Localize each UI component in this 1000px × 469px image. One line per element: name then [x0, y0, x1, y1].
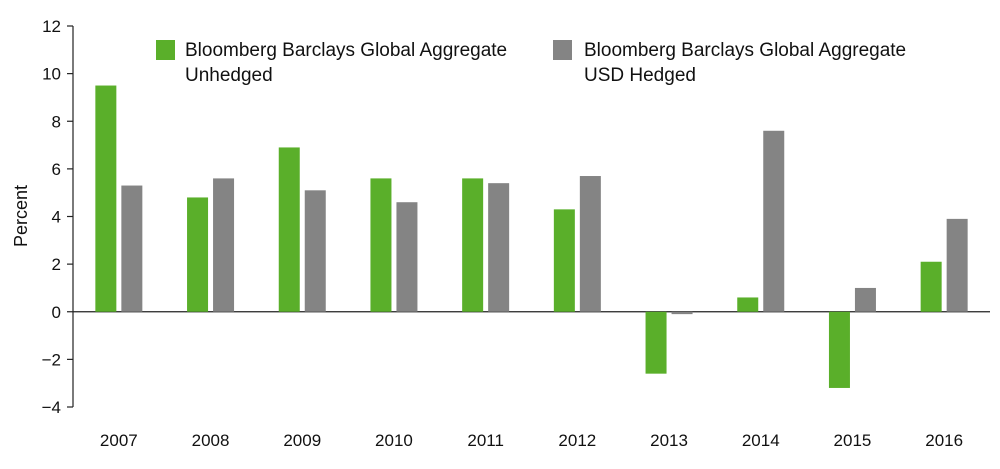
legend-swatch-series-1	[156, 40, 175, 60]
legend-swatch-series-2	[553, 40, 572, 60]
y-tick-label: 10	[42, 65, 61, 84]
x-axis: 2007 2008 2009 2010 2011 2012 2013 2014 2015 2016	[73, 311, 990, 450]
y-tick-label: 12	[42, 17, 61, 36]
bar-2009-series-2	[304, 190, 326, 312]
bar-2011-series-2	[488, 183, 510, 312]
y-tick-label: 2	[52, 255, 61, 274]
y-axis: −4 −2 0 2 4 6 8 10 12	[42, 17, 74, 417]
legend-label-series-2: Bloomberg Barclays Global Aggregate USD H…	[584, 40, 906, 86]
bar-2012-series-2	[579, 176, 601, 312]
x-tick-label: 2015	[834, 431, 872, 450]
y-tick-label: −2	[42, 350, 61, 369]
x-tick-label: 2011	[467, 431, 504, 450]
bar-2007-series-1	[95, 85, 117, 312]
y-tick-label: −4	[42, 398, 61, 417]
x-tick-label: 2010	[375, 431, 413, 450]
y-tick-label: 8	[52, 112, 61, 131]
y-tick-label: 0	[52, 303, 61, 322]
bar-2016-series-2	[946, 218, 968, 312]
x-tick-label: 2013	[650, 431, 688, 450]
bars	[95, 85, 968, 388]
x-tick-label: 2009	[283, 431, 321, 450]
y-tick-label: 4	[52, 208, 61, 227]
x-tick-label: 2007	[100, 431, 138, 450]
bar-2015-series-2	[854, 287, 876, 312]
bar-2010-series-2	[396, 202, 418, 312]
bar-2014-series-1	[737, 297, 759, 312]
bar-2008-series-2	[213, 178, 235, 312]
bar-2012-series-1	[553, 209, 575, 312]
x-tick-label: 2014	[742, 431, 780, 450]
bar-2013-series-1	[645, 311, 667, 374]
bar-2007-series-2	[121, 185, 143, 312]
x-tick-label: 2016	[925, 431, 963, 450]
bar-2008-series-1	[187, 197, 209, 312]
x-tick-label: 2008	[192, 431, 230, 450]
legend-label-series-1: Bloomberg Barclays Global Aggregate Unhed…	[185, 40, 507, 86]
legend: Bloomberg Barclays Global Aggregate Unhed…	[156, 40, 906, 86]
bar-2009-series-1	[278, 147, 300, 312]
bar-2014-series-2	[763, 130, 785, 312]
y-tick-label: 6	[52, 160, 61, 179]
y-axis-title: Percent	[11, 185, 31, 247]
bar-2016-series-1	[920, 261, 942, 312]
x-tick-label: 2012	[558, 431, 596, 450]
bar-2011-series-1	[462, 178, 484, 312]
bar-2013-series-2	[671, 311, 693, 315]
bar-2010-series-1	[370, 178, 392, 312]
bar-2015-series-1	[828, 311, 850, 388]
